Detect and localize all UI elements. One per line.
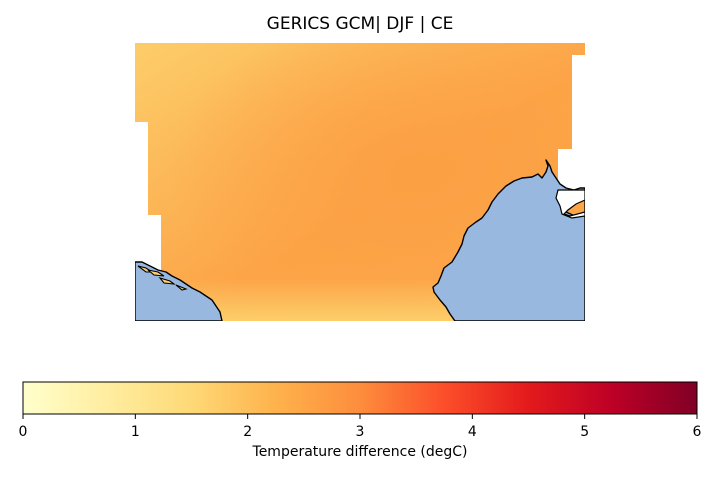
colorbar-tick-label: 3	[356, 424, 365, 440]
map-title: GERICS GCM| DJF | CE	[266, 14, 454, 34]
map-panel	[135, 43, 585, 321]
island	[147, 269, 165, 277]
colorbar-tick-label: 6	[693, 424, 702, 440]
island	[158, 276, 176, 285]
colorbar-gradient	[22, 381, 698, 415]
colorbar-tick-label: 4	[468, 424, 477, 440]
colorbar-ticks: 0 1 2 3 4 5 6	[19, 414, 702, 440]
colorbar-tick-label: 0	[19, 424, 28, 440]
colorbar: 0 1 2 3 4 5 6	[19, 381, 702, 440]
colorbar-tick-label: 2	[243, 424, 252, 440]
adriatic-sea	[135, 261, 223, 321]
island	[175, 284, 188, 291]
crimea-land	[555, 189, 585, 219]
colorbar-tick-label: 1	[131, 424, 140, 440]
colorbar-label: Temperature difference (degC)	[252, 444, 468, 460]
colorbar-tick-label: 5	[580, 424, 589, 440]
